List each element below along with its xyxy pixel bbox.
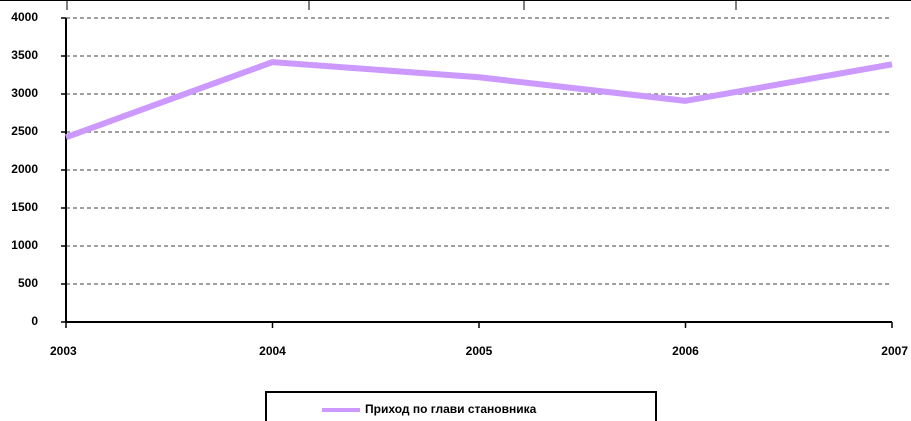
x-tick-label: 2005 (466, 344, 493, 358)
y-tick-label: 3500 (11, 48, 38, 62)
y-tick-label: 1500 (11, 200, 38, 214)
legend-box (265, 391, 657, 421)
y-tick-label: 1000 (11, 238, 38, 252)
x-tick-label: 2003 (50, 344, 77, 358)
y-tick-label: 4000 (11, 10, 38, 24)
legend-label: Приход по глави становника (365, 402, 537, 416)
y-tick-label: 3000 (11, 86, 38, 100)
x-tick-label: 2006 (672, 344, 699, 358)
top-table-edge (0, 0, 911, 10)
series-line (64, 59, 893, 141)
y-tick-label: 500 (18, 276, 38, 290)
x-tick-label: 2007 (881, 344, 908, 358)
y-tick-label: 2000 (11, 162, 38, 176)
y-tick-label: 0 (31, 314, 38, 328)
x-tick-label: 2004 (259, 344, 286, 358)
y-tick-label: 2500 (11, 124, 38, 138)
